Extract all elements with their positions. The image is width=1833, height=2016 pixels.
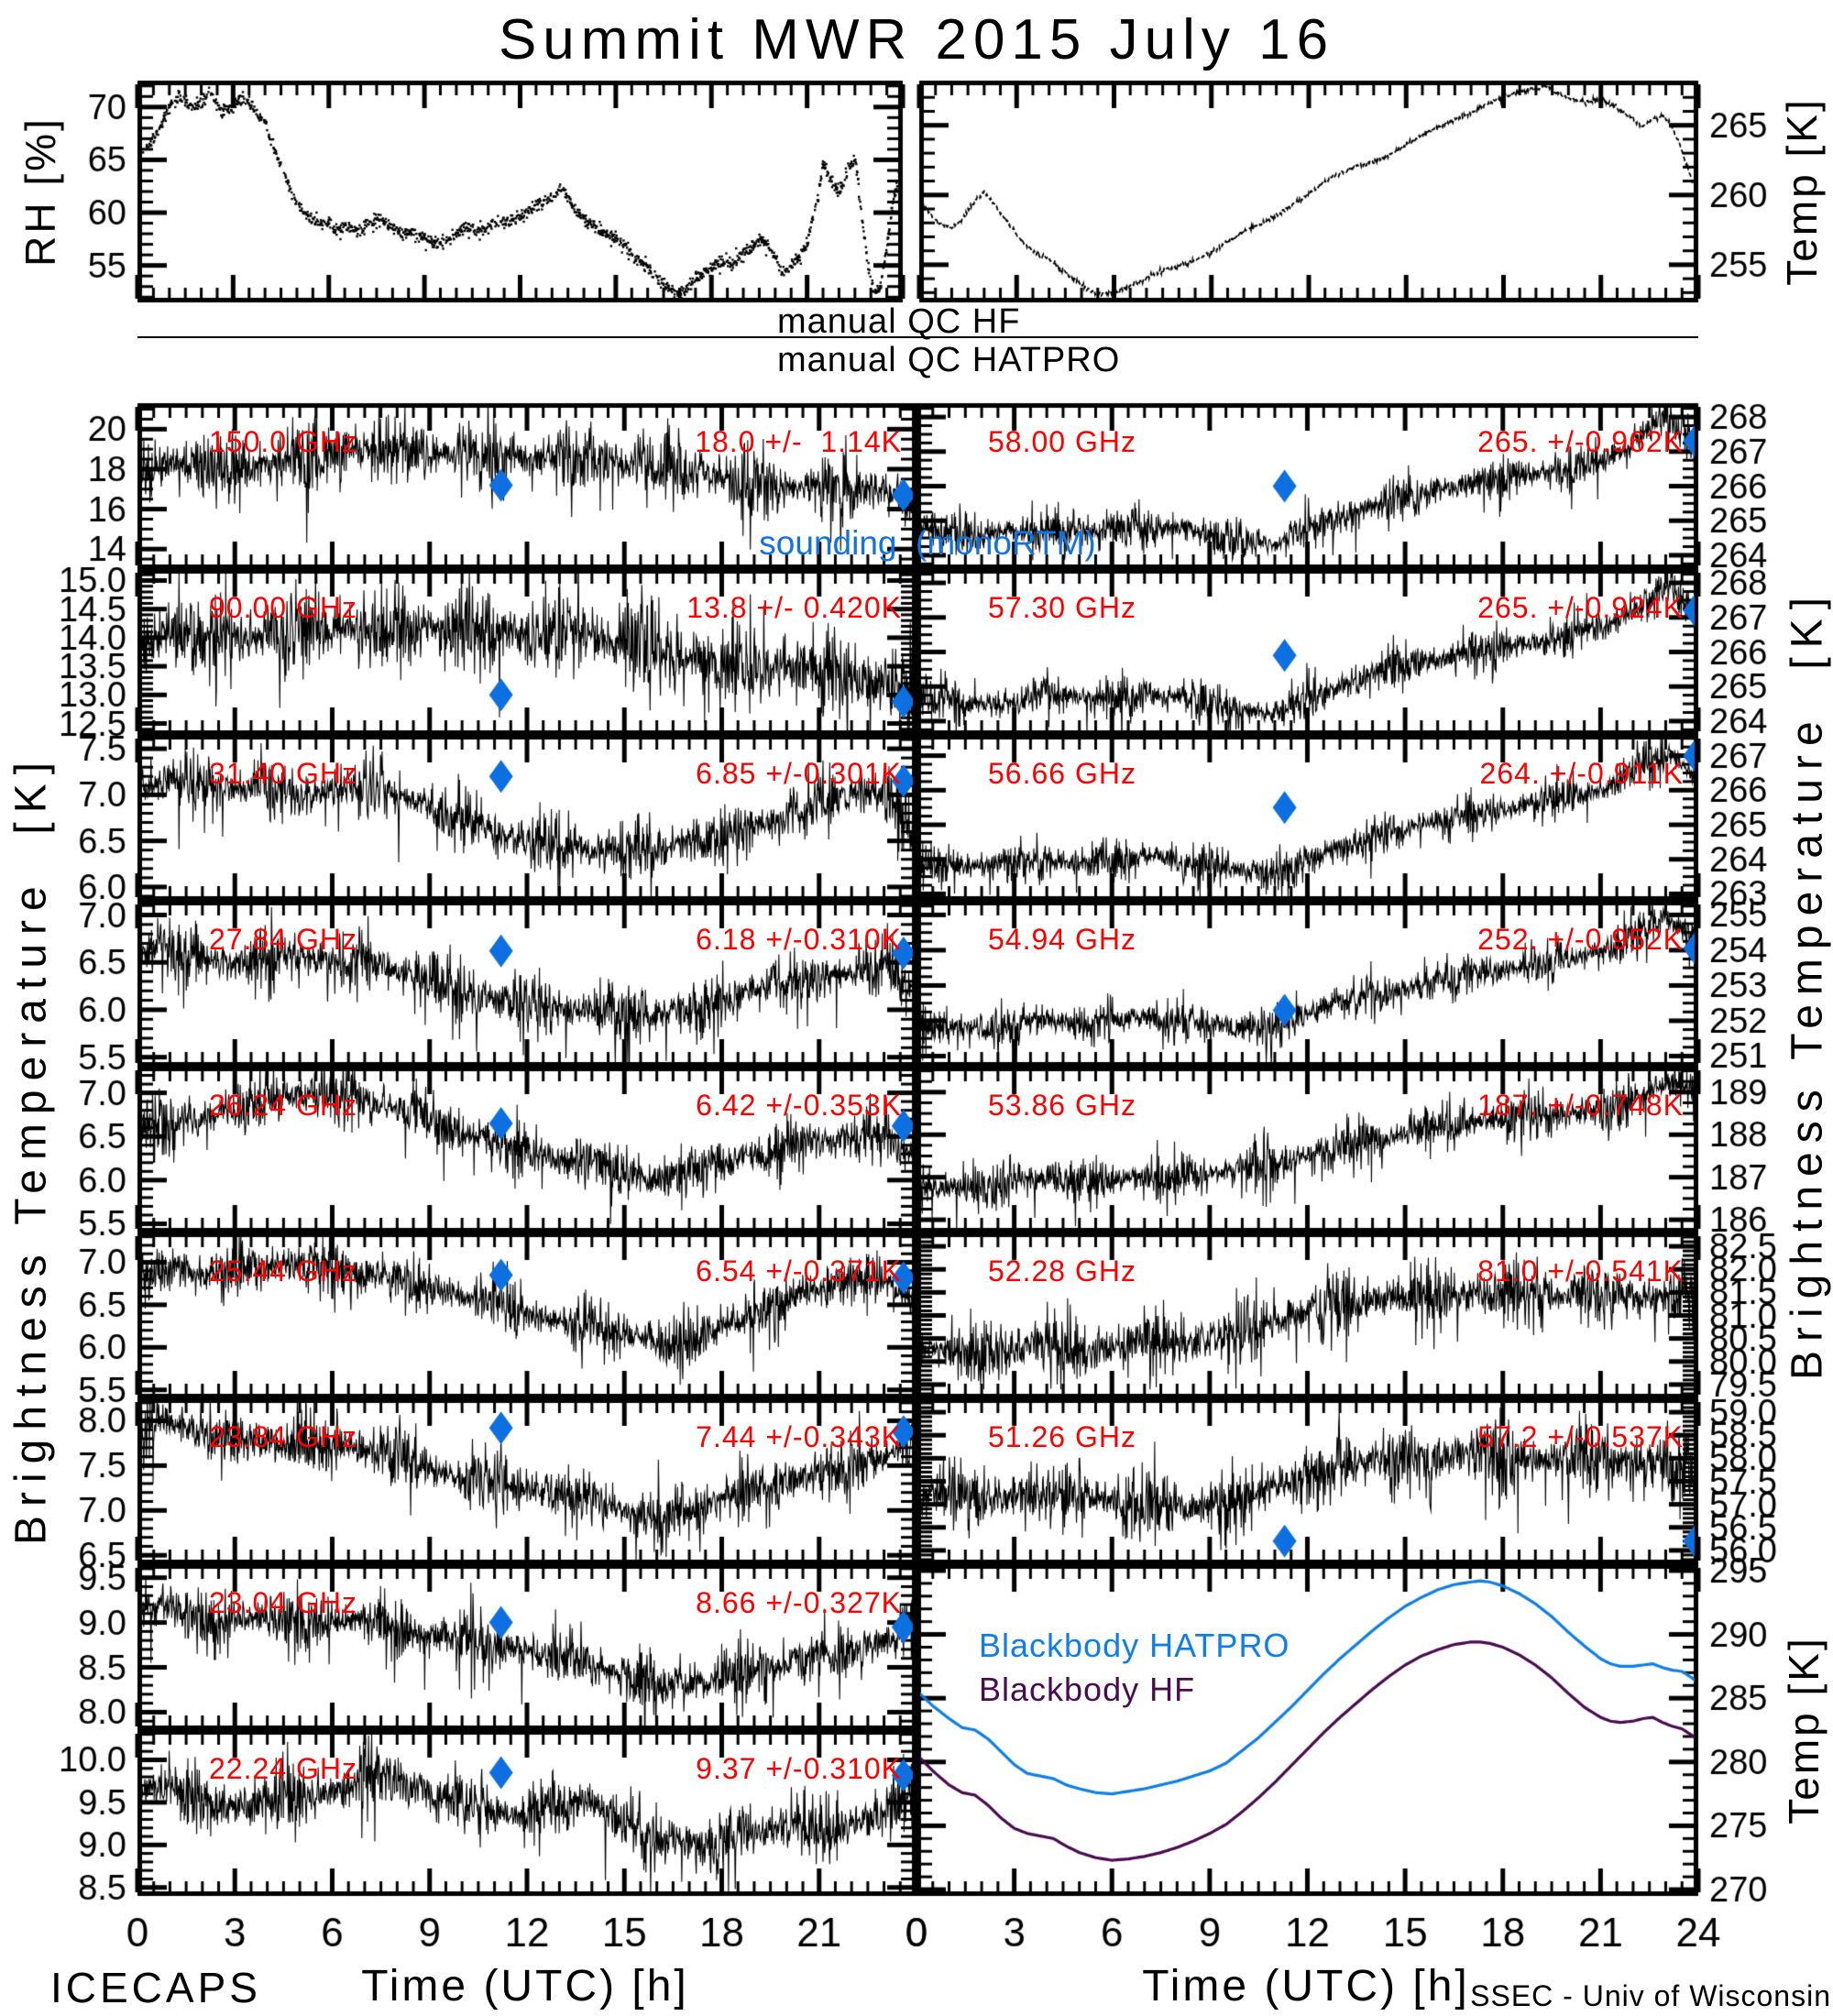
qc-divider-line [137, 336, 1698, 338]
panel-stat-label-bt-22: 9.37 +/-0.310K [696, 1752, 902, 1785]
panel-stat-label-bt-23p84: 7.44 +/-0.343K [696, 1420, 902, 1453]
axis-title-temp-top: Temp [K] [1778, 97, 1826, 286]
panel-freq-label-bt-22: 22.24 GHz [209, 1752, 357, 1785]
project-label: ICECAPS [50, 1964, 261, 2011]
panel-freq-label-bt-150: 150.0 GHz [209, 425, 357, 458]
xaxis-title-right: Time (UTC) [h] [1142, 1962, 1470, 2011]
qc-note-hf: manual QC HF [777, 302, 1021, 341]
panel-freq-label-bt-31: 31.40 GHz [209, 757, 357, 790]
credit-label: SSEC - Univ of Wisconsin [1470, 1979, 1831, 2012]
panel-stat-label-bt-90: 13.8 +/- 0.420K [686, 591, 902, 624]
sounding-label: sounding (monoRTM) [759, 524, 1096, 562]
panel-stat-label-bt-54: 252. +/-0.952K [1477, 923, 1684, 956]
axis-title-temp-bb: Temp [K] [1780, 1636, 1828, 1824]
panel-freq-label-bt-53: 53.86 GHz [988, 1089, 1136, 1122]
axis-title-bt-left: Brightness Temperature [K] [6, 752, 56, 1546]
panel-stat-label-bt-23p04: 8.66 +/-0.327K [696, 1586, 902, 1619]
panel-freq-label-bt-27: 27.84 GHz [209, 923, 357, 956]
panel-stat-label-bt-53: 187. +/-0.748K [1477, 1089, 1684, 1122]
panel-stat-label-bt-27: 6.18 +/-0.310K [696, 923, 902, 956]
qc-note-hatpro: manual QC HATPRO [777, 341, 1121, 379]
legend-label-blackbody-hf: Blackbody HF [979, 1671, 1196, 1708]
panel-freq-label-bt-23p04: 23.04 GHz [209, 1586, 357, 1619]
panel-stat-label-bt-52: 81.0 +/-0.541K [1477, 1255, 1684, 1287]
panel-stat-label-bt-26: 6.42 +/-0.353K [696, 1089, 902, 1122]
panel-stat-label-bt-58: 265. +/-0.962K [1477, 425, 1684, 458]
panel-freq-label-bt-52: 52.28 GHz [988, 1255, 1136, 1287]
panel-freq-label-bt-54: 54.94 GHz [988, 923, 1136, 956]
panel-freq-label-bt-26: 26.24 GHz [209, 1089, 357, 1122]
panel-freq-label-bt-57: 57.30 GHz [988, 591, 1136, 624]
panel-stat-label-bt-57: 265. +/-0.924K [1477, 591, 1684, 624]
panel-freq-label-bt-23p84: 23.84 GHz [209, 1420, 357, 1453]
page-title: Summit MWR 2015 July 16 [498, 8, 1335, 71]
panel-stat-label-bt-51: 57.2 +/-0.537K [1477, 1420, 1684, 1453]
legend-label-blackbody-hatpro: Blackbody HATPRO [979, 1627, 1290, 1664]
panel-freq-label-bt-51: 51.26 GHz [988, 1420, 1136, 1453]
axis-title-rh: RH [%] [16, 116, 64, 267]
axis-title-bt-right: Brightness Temperature [K] [1783, 587, 1832, 1381]
xaxis-title-left: Time (UTC) [h] [361, 1962, 689, 2011]
panel-freq-label-bt-58: 58.00 GHz [988, 425, 1136, 458]
panel-stat-label-bt-25: 6.54 +/-0.371K [696, 1255, 902, 1287]
panel-freq-label-bt-56: 56.66 GHz [988, 757, 1136, 790]
panel-freq-label-bt-25: 25.44 GHz [209, 1255, 357, 1287]
panel-stat-label-bt-31: 6.85 +/-0.301K [696, 757, 902, 790]
panel-freq-label-bt-90: 90.00 GHz [209, 591, 357, 624]
panel-stat-label-bt-56: 264. +/-0.911K [1479, 757, 1684, 790]
panel-stat-label-bt-150: 18.0 +/- 1.14K [695, 425, 902, 458]
